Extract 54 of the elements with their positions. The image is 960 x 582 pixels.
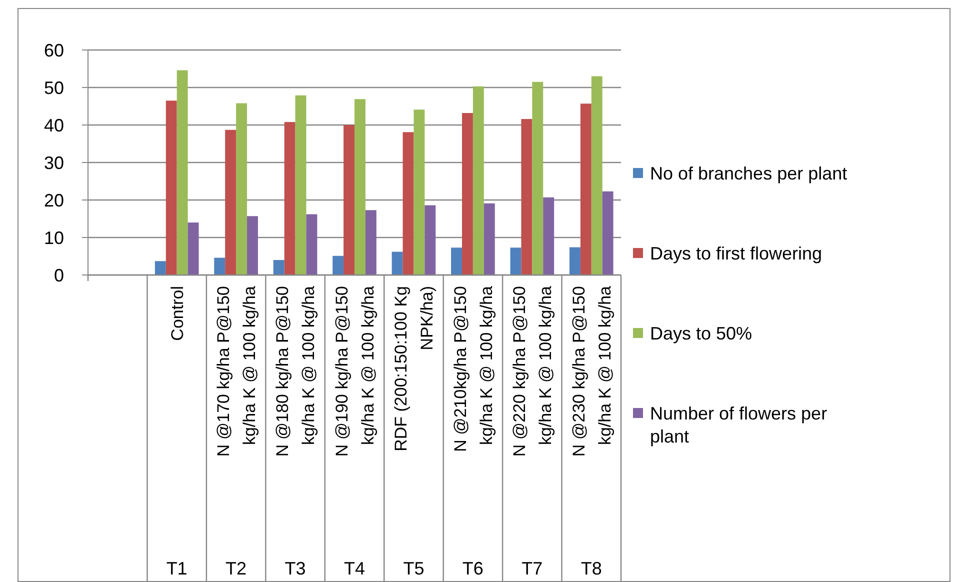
bar <box>154 261 166 275</box>
x-tick-label: RDF (200:150:100 Kg NPK/ha) <box>392 286 437 452</box>
legend-label: Number of flowers per plant <box>650 403 828 447</box>
y-tick-label: 60 <box>44 40 64 60</box>
bar <box>392 252 403 275</box>
bar <box>591 76 602 275</box>
bar <box>332 256 344 275</box>
text: T2 <box>226 558 247 578</box>
bar <box>214 258 226 275</box>
bar <box>510 248 522 275</box>
y-tick-label: 40 <box>44 115 64 136</box>
bar <box>365 210 376 275</box>
bar <box>295 95 306 275</box>
text: T7 <box>522 558 543 578</box>
bar <box>602 191 614 275</box>
y-tick-label: 20 <box>44 190 64 210</box>
bar <box>484 203 495 275</box>
y-tick-label: 50 <box>44 78 64 98</box>
y-tick-label: 30 <box>44 152 64 173</box>
text: T6 <box>462 558 484 578</box>
bar <box>424 205 436 275</box>
bar <box>451 248 462 275</box>
bar <box>236 103 248 275</box>
x-tick-label: N @170 kg/ha P@150 kg/ha K @ 100 kg/ha <box>214 285 260 457</box>
text: T5 <box>403 558 424 578</box>
bar <box>521 119 532 275</box>
bar <box>284 122 296 275</box>
bar <box>532 82 544 275</box>
bar <box>543 197 554 275</box>
legend-label: Days to first flowering <box>650 243 822 264</box>
bar <box>414 110 425 275</box>
x-tick-label: Control <box>168 286 187 341</box>
bar <box>166 100 177 275</box>
text: T8 <box>580 558 602 578</box>
bar <box>176 70 188 275</box>
bar <box>344 125 354 275</box>
bar <box>306 214 318 275</box>
text: T1 <box>166 558 188 578</box>
legend-label: No of branches per plant <box>650 163 848 184</box>
bar <box>188 222 199 275</box>
bar <box>462 113 473 275</box>
y-tick-label: 0 <box>54 265 64 286</box>
bar <box>402 132 414 275</box>
bar <box>354 99 366 275</box>
legend-label: Days to 50% <box>650 323 752 344</box>
bar <box>273 260 284 275</box>
bar <box>580 104 592 275</box>
bar <box>569 247 580 275</box>
bar <box>247 216 258 275</box>
text: T4 <box>344 558 366 578</box>
y-tick-label: 10 <box>44 228 64 248</box>
text: T3 <box>284 558 306 578</box>
bar <box>225 130 236 275</box>
bar <box>472 86 484 275</box>
